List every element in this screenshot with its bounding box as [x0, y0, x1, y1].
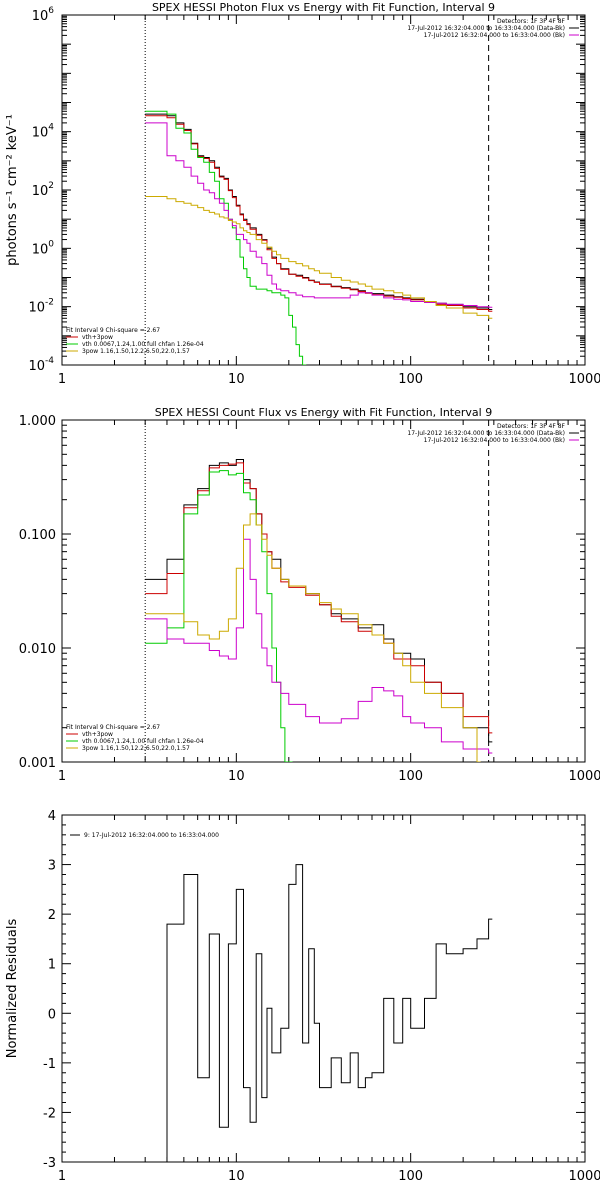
y-tick-exponent: -2 [45, 298, 54, 308]
series-line [145, 538, 493, 754]
series-line [145, 864, 493, 1162]
y-tick-exponent: 2 [48, 181, 54, 191]
series-line [145, 115, 493, 312]
x-tick-label: 1 [58, 1169, 66, 1184]
y-tick-label: 3 [48, 859, 56, 874]
y-tick-label: 104 [32, 123, 55, 141]
chart-title: SPEX HESSI Photon Flux vs Energy with Fi… [152, 1, 495, 14]
legend-top-entry: 17-Jul-2012 16:32:04.000 to 16:33:04.000… [407, 25, 565, 32]
y-tick-label: 10-4 [28, 356, 54, 374]
legend-top-entry: Detectors: 1F 3F 4F 8F [497, 423, 566, 430]
y-tick-label: 4 [48, 809, 56, 824]
y-tick-label: 0.001 [19, 756, 56, 771]
legend-bottom-entry: Fit Interval 9 Chi-square = 2.67 [66, 724, 160, 731]
series-group [145, 864, 493, 1162]
legend-top-entry: 17-Jul-2012 16:32:04.000 to 16:33:04.000… [424, 437, 565, 444]
x-tick-label: 10 [228, 769, 245, 784]
legend-bottom-entry: vth 0.0067,1.24,1.00 full chfan 1.26e-04 [82, 341, 204, 348]
series-line [145, 122, 493, 308]
y-tick-base: 10 [32, 9, 49, 24]
y-tick-label: 0.100 [19, 528, 56, 543]
y-tick-exponent: 4 [48, 123, 54, 133]
x-tick-label: 1 [58, 372, 66, 387]
legend-bottom-entry: 3pow 1.16,1.50,12.2,6.50,22.0,1.57 [82, 745, 190, 752]
x-tick-label: 1000 [568, 1169, 600, 1184]
y-tick-label: 2 [48, 908, 56, 923]
series-line [145, 513, 481, 762]
plot-frame [61, 14, 586, 366]
residuals-panel: 1 10 100 1000 -3 -2 -1 0 1 2 3 4 Normalized Residual… [5, 809, 600, 1184]
legend-bottom-entry: 3pow 1.16,1.50,12.2,6.50,22.0,1.57 [82, 348, 190, 355]
x-tick-label: 1000 [568, 769, 600, 784]
x-tick-label: 1 [58, 769, 66, 784]
y-tick-base: 10 [32, 184, 49, 199]
series-line [145, 110, 307, 365]
y-axis-label: photons s⁻¹ cm⁻² keV⁻¹ [5, 114, 20, 266]
legend-top-entry: 17-Jul-2012 16:32:04.000 to 16:33:04.000… [424, 32, 565, 39]
legend-bottom-entry: vth+3pow [82, 334, 113, 341]
photon-flux-panel: SPEX HESSI Photon Flux vs Energy with Fi… [5, 1, 600, 387]
y-tick-label: -3 [43, 1156, 56, 1171]
x-tick-label: 100 [398, 1169, 423, 1184]
y-tick-base: 10 [32, 242, 49, 257]
y-tick-label: 1 [48, 958, 56, 973]
x-tick-label: 100 [398, 372, 423, 387]
x-tick-label: 10 [228, 372, 245, 387]
series-line [145, 462, 493, 734]
y-tick-label: 1.000 [19, 414, 56, 429]
plot-frame [61, 419, 586, 763]
y-tick-base: 10 [28, 359, 45, 374]
y-tick-exponent: -4 [45, 356, 54, 366]
y-tick-label: 102 [32, 181, 54, 199]
y-tick-label: 100 [32, 239, 55, 257]
legend-bottom-entry: vth+3pow [82, 731, 113, 738]
y-tick-label: -1 [43, 1057, 56, 1072]
y-tick-label: 0.010 [19, 642, 56, 657]
y-tick-label: -2 [43, 1106, 56, 1121]
x-tick-label: 10 [228, 1169, 245, 1184]
y-tick-label: 106 [32, 6, 55, 24]
series-line [145, 196, 493, 319]
legend-top-entry: 17-Jul-2012 16:32:04.000 to 16:33:04.000… [407, 430, 565, 437]
x-tick-label: 1000 [568, 372, 600, 387]
y-axis-label: Normalized Residuals [5, 919, 20, 1059]
series-line [145, 470, 293, 762]
legend-top-entry: Detectors: 1F 3F 4F 8F [497, 18, 566, 25]
plot-frame [61, 814, 586, 1163]
y-tick-label: 10-2 [28, 298, 54, 316]
y-tick-exponent: 6 [48, 6, 54, 16]
count-flux-panel: SPEX HESSI Count Flux vs Energy with Fit… [19, 406, 600, 784]
y-tick-exponent: 0 [48, 239, 54, 249]
x-tick-label: 100 [398, 769, 423, 784]
series-group [145, 110, 493, 365]
legend-bottom-entry: Fit Interval 9 Chi-square = 2.67 [66, 327, 160, 334]
legend-bottom-entry: vth 0.0067,1.24,1.00 full chfan 1.26e-04 [82, 738, 204, 745]
y-tick-label: 0 [48, 1007, 56, 1022]
series-group [145, 459, 493, 762]
y-tick-base: 10 [32, 126, 49, 141]
legend-top-entry: 9: 17-Jul-2012 16:32:04.000 to 16:33:04.… [84, 832, 219, 839]
y-tick-base: 10 [28, 301, 45, 316]
chart-title: SPEX HESSI Count Flux vs Energy with Fit… [155, 406, 492, 419]
